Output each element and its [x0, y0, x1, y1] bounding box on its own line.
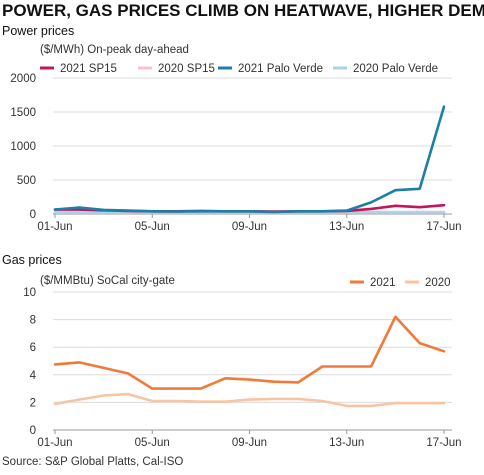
power-x-tick-label: 13-Jun [329, 221, 364, 233]
gas-series-2020-line [55, 394, 444, 406]
gas-y-tick-label: 6 [30, 342, 36, 354]
gas-y-tick-label: 8 [30, 315, 36, 327]
gas-x-tick-label: 01-Jun [37, 437, 72, 449]
power-panel-title: Power prices [2, 24, 74, 38]
gas-y-tick-label: 2 [30, 397, 36, 409]
power-legend-label: 2021 SP15 [60, 63, 117, 75]
gas-x-tick-label: 09-Jun [232, 437, 267, 449]
power-y-unit-label: ($/MWh) On-peak day-ahead [40, 44, 189, 56]
gas-legend-label: 2021 [370, 277, 396, 289]
power-y-tick-label: 2000 [10, 73, 36, 85]
gas-y-unit-label: ($/MMBtu) SoCal city-gate [40, 275, 175, 287]
power-series-2021-palo-verde-line [55, 107, 444, 212]
power-legend-label: 2020 SP15 [158, 63, 215, 75]
gas-series-2021-line [55, 317, 444, 389]
gas-legend-label: 2020 [425, 277, 451, 289]
gas-y-tick-label: 0 [30, 425, 36, 437]
gas-x-tick-label: 13-Jun [329, 437, 364, 449]
power-y-tick-label: 0 [30, 209, 36, 221]
power-x-tick-label: 05-Jun [135, 221, 170, 233]
gas-y-tick-label: 4 [30, 370, 37, 382]
power-prices-panel: Power prices ($/MWh) On-peak day-ahead 0… [2, 24, 462, 233]
power-legend-label: 2020 Palo Verde [353, 63, 438, 75]
power-y-tick-label: 1000 [10, 141, 36, 153]
gas-prices-panel: Gas prices ($/MMBtu) SoCal city-gate 0 2 4… [2, 253, 462, 449]
gas-panel-title: Gas prices [2, 253, 62, 267]
power-y-tick-label: 500 [17, 175, 36, 187]
source-note: Source: S&P Global Platts, Cal-ISO [2, 456, 183, 468]
power-x-tick-label: 09-Jun [232, 221, 267, 233]
gas-y-tick-label: 10 [23, 287, 36, 299]
gas-x-tick-label: 17-Jun [426, 437, 461, 449]
power-x-tick-label: 01-Jun [37, 221, 72, 233]
power-y-tick-label: 1500 [10, 107, 36, 119]
gas-x-tick-label: 05-Jun [135, 437, 170, 449]
chart-title: POWER, GAS PRICES CLIMB ON HEATWAVE, HIG… [2, 1, 484, 20]
power-legend-label: 2021 Palo Verde [238, 63, 323, 75]
power-x-tick-label: 17-Jun [426, 221, 461, 233]
